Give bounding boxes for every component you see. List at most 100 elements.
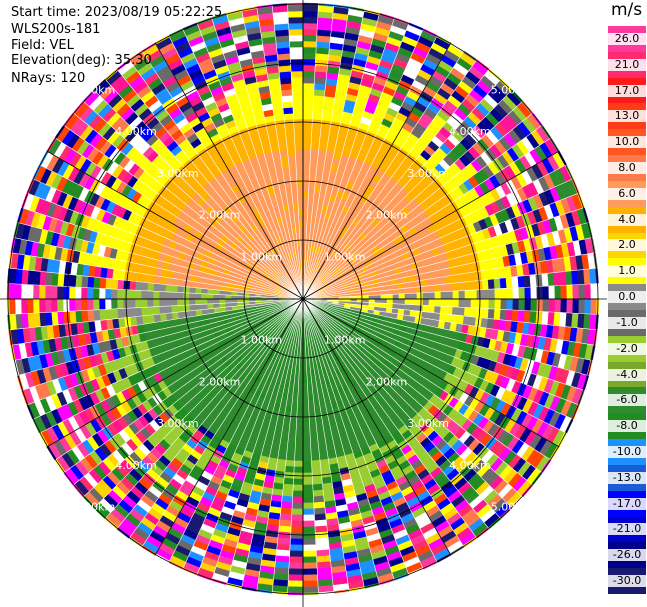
radar-gate	[297, 394, 304, 402]
radar-gate	[296, 406, 304, 414]
radar-gate	[284, 465, 295, 474]
radar-gate	[288, 556, 304, 564]
radar-gate	[312, 489, 324, 497]
radar-gate	[302, 64, 316, 72]
radar-gate	[302, 94, 314, 102]
radar-gate	[542, 298, 550, 313]
radar-gate	[290, 526, 304, 534]
radar-gate	[295, 424, 304, 432]
radar-gate	[566, 298, 574, 314]
radar-gate	[176, 305, 184, 313]
radar-gate	[427, 278, 435, 287]
radar-gate	[523, 274, 531, 288]
radar-gate	[309, 172, 317, 180]
radar-gate	[188, 286, 196, 294]
radar-gate	[56, 285, 64, 300]
radar-gate	[481, 308, 489, 319]
radar-gate	[128, 280, 137, 291]
radar-gate	[153, 313, 162, 323]
radar-gate	[307, 388, 314, 396]
radar-gate	[111, 308, 119, 320]
radar-gate	[212, 298, 220, 304]
radar-gate	[171, 278, 179, 287]
radar-gate	[288, 424, 297, 432]
radar-gate	[481, 279, 489, 290]
radar-gate	[374, 294, 382, 300]
radar-gate	[315, 167, 324, 175]
radar-gate	[134, 289, 142, 300]
radar-gate	[410, 292, 418, 300]
radar-gate	[291, 514, 304, 522]
radar-gate	[302, 412, 310, 420]
radar-gate	[302, 562, 318, 570]
radar-gate	[302, 502, 315, 510]
radar-gate	[278, 519, 292, 527]
radar-gate	[315, 41, 331, 49]
radar-gate	[312, 107, 324, 115]
radar-gate	[530, 298, 538, 312]
radar-gate	[309, 435, 319, 444]
radar-gate	[302, 190, 309, 198]
radar-gate	[457, 281, 466, 292]
radar-gate	[14, 298, 22, 315]
radar-gate	[45, 311, 53, 327]
radar-gate	[176, 292, 184, 300]
radar-gate	[302, 586, 319, 594]
radar-gate	[86, 298, 94, 311]
radar-gate	[445, 306, 454, 315]
radar-gate	[134, 281, 143, 291]
radar-gate	[285, 459, 295, 468]
radar-gate	[277, 537, 291, 545]
radar-gate	[313, 507, 326, 515]
radar-gate	[128, 298, 136, 309]
radar-gate	[302, 568, 318, 576]
radar-gate	[302, 112, 313, 120]
radar-gate	[170, 298, 178, 307]
radar-gate	[146, 306, 155, 316]
radar-gate	[316, 429, 325, 437]
radar-gate	[434, 284, 442, 293]
radar-gate	[434, 298, 442, 307]
radar-gate	[302, 46, 317, 54]
radar-gate	[297, 388, 304, 396]
radar-gate	[75, 274, 83, 288]
radar-gate	[92, 298, 100, 311]
radar-gate	[282, 489, 294, 497]
radar-gate	[287, 580, 304, 588]
radar-gate	[158, 291, 166, 300]
radar-gate	[63, 273, 71, 288]
radar-gate	[314, 519, 328, 527]
radar-gate	[517, 310, 525, 323]
radar-gate	[295, 436, 304, 444]
radar-gate	[105, 278, 113, 290]
radar-gate	[302, 160, 311, 168]
radar-gate	[290, 406, 298, 414]
radar-gate	[315, 173, 323, 181]
radar-gate	[110, 298, 118, 310]
radar-gate	[93, 309, 101, 322]
radar-gate	[302, 136, 312, 144]
radar-gate	[57, 273, 65, 287]
radar-gate	[506, 298, 514, 311]
radar-gate	[99, 309, 107, 321]
radar-gate	[308, 400, 315, 408]
radar-gate	[99, 277, 107, 289]
radar-gate	[310, 136, 321, 145]
radar-gate	[422, 305, 430, 313]
radar-gate	[68, 286, 76, 300]
radar-gate	[302, 166, 311, 174]
radar-gate	[422, 298, 430, 306]
radar-gate	[302, 376, 308, 384]
radar-gate	[470, 298, 478, 309]
radar-gate	[302, 214, 308, 222]
radar-gate	[140, 290, 148, 300]
radar-gate	[302, 484, 314, 492]
radar-gate	[451, 282, 460, 292]
radar-gate	[206, 288, 214, 295]
radar-gate	[494, 298, 502, 310]
radar-gate	[464, 289, 472, 300]
radar-gate	[297, 400, 304, 408]
radar-gate	[302, 424, 311, 432]
radar-gate	[279, 440, 289, 449]
radar-gate	[80, 298, 88, 311]
